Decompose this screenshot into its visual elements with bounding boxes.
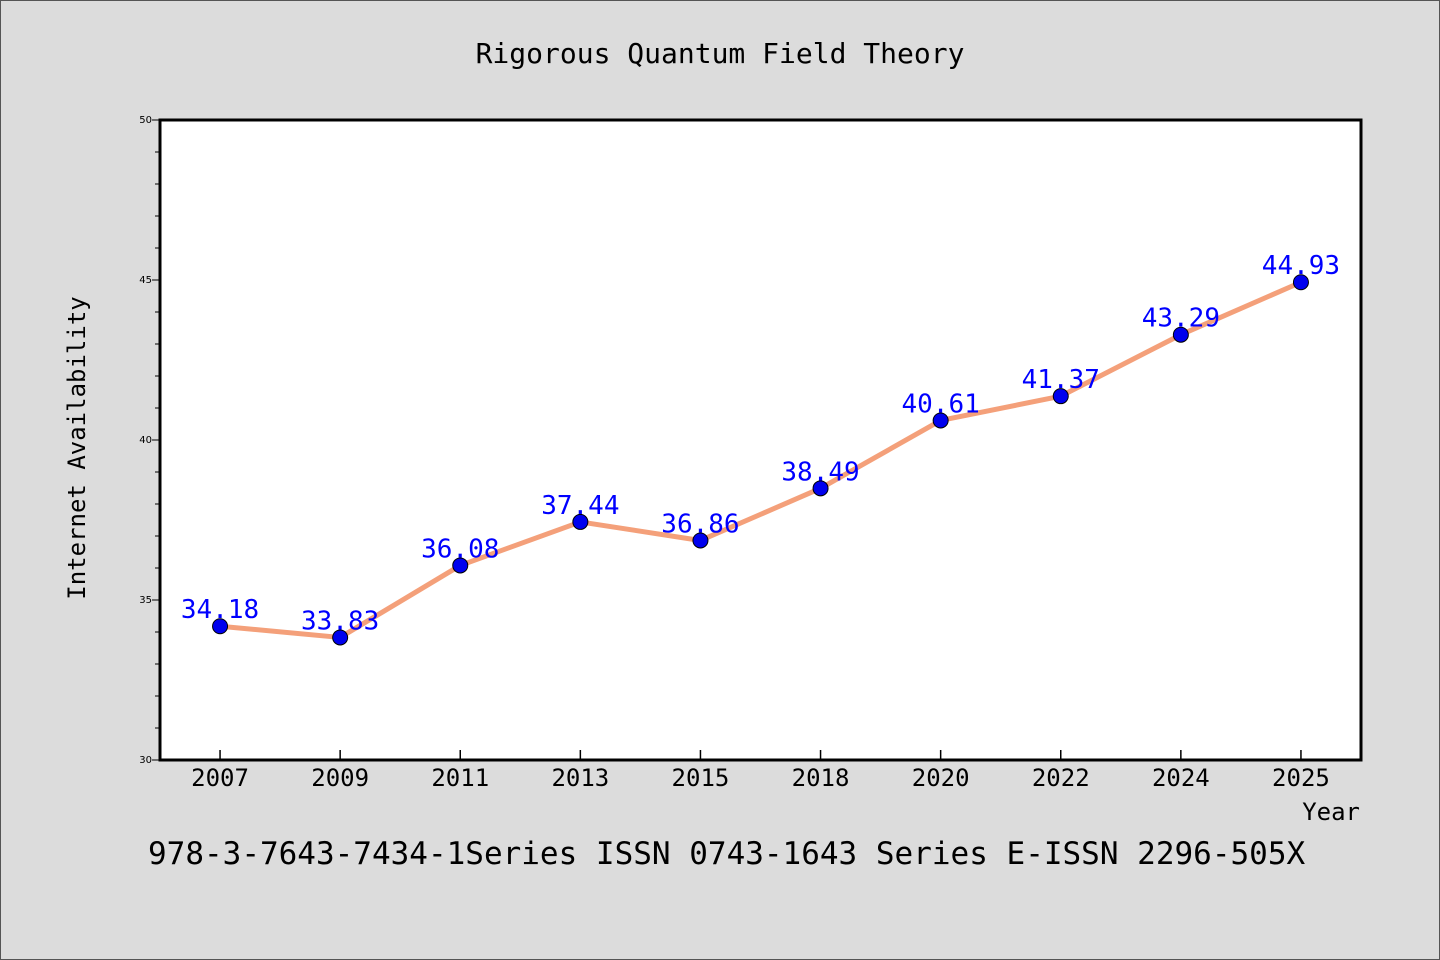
data-point: [212, 618, 229, 635]
x-tick-label: 2020: [912, 764, 970, 792]
data-label: 43.29: [1142, 304, 1220, 334]
data-label: 38.49: [781, 457, 859, 487]
x-tick-label: 2009: [311, 764, 369, 792]
y-tick-label: 40: [139, 435, 152, 446]
data-point: [1052, 388, 1069, 405]
x-axis-label: Year: [1302, 798, 1360, 826]
data-label: 33.83: [301, 606, 379, 636]
x-tick-label: 2024: [1152, 764, 1210, 792]
x-tick-label: 2018: [792, 764, 850, 792]
y-tick-label: 35: [139, 595, 152, 606]
data-point: [812, 480, 829, 497]
data-point: [572, 513, 589, 530]
x-axis: 2007 2009 2011 2013 2015 2018 2020 2022 2024 2025: [191, 750, 1330, 792]
y-tick-label: 45: [139, 275, 152, 286]
data-label: 41.37: [1022, 365, 1100, 395]
x-tick-label: 2022: [1032, 764, 1090, 792]
data-point: [932, 412, 949, 429]
chart-title: Rigorous Quantum Field Theory: [476, 37, 965, 70]
x-tick-label: 2025: [1272, 764, 1330, 792]
x-tick-label: 2013: [551, 764, 609, 792]
series-line: [217, 279, 1304, 640]
data-label: 36.86: [661, 509, 739, 539]
plot-area: [158, 118, 1363, 762]
series-line-group: [217, 279, 1304, 640]
x-tick-label: 2015: [672, 764, 730, 792]
data-point: [1172, 326, 1189, 343]
y-tick-label: 50: [139, 115, 152, 126]
data-label: 34.18: [181, 595, 259, 625]
y-axis: 30 35 40 45 50: [139, 115, 160, 766]
series-markers-group: [212, 274, 1309, 646]
data-label: 44.93: [1262, 251, 1340, 281]
x-tick-label: 2011: [431, 764, 489, 792]
y-tick-label: 30: [139, 755, 152, 766]
y-axis-label: Internet Availability: [63, 296, 91, 599]
data-point: [452, 557, 469, 574]
x-tick-label: 2007: [191, 764, 249, 792]
data-label: 36.08: [421, 534, 499, 564]
data-point: [692, 532, 709, 549]
footer-note: 978-3-7643-7434-1Series ISSN 0743-1643 S…: [148, 836, 1305, 872]
data-labels-group: 34.18 33.83 36.08 37.44 36.86 38.49 40.61 41.37…: [181, 251, 1340, 636]
data-label: 40.61: [902, 389, 980, 419]
data-point: [1292, 274, 1309, 291]
data-label: 37.44: [541, 491, 619, 521]
data-point: [332, 629, 349, 646]
